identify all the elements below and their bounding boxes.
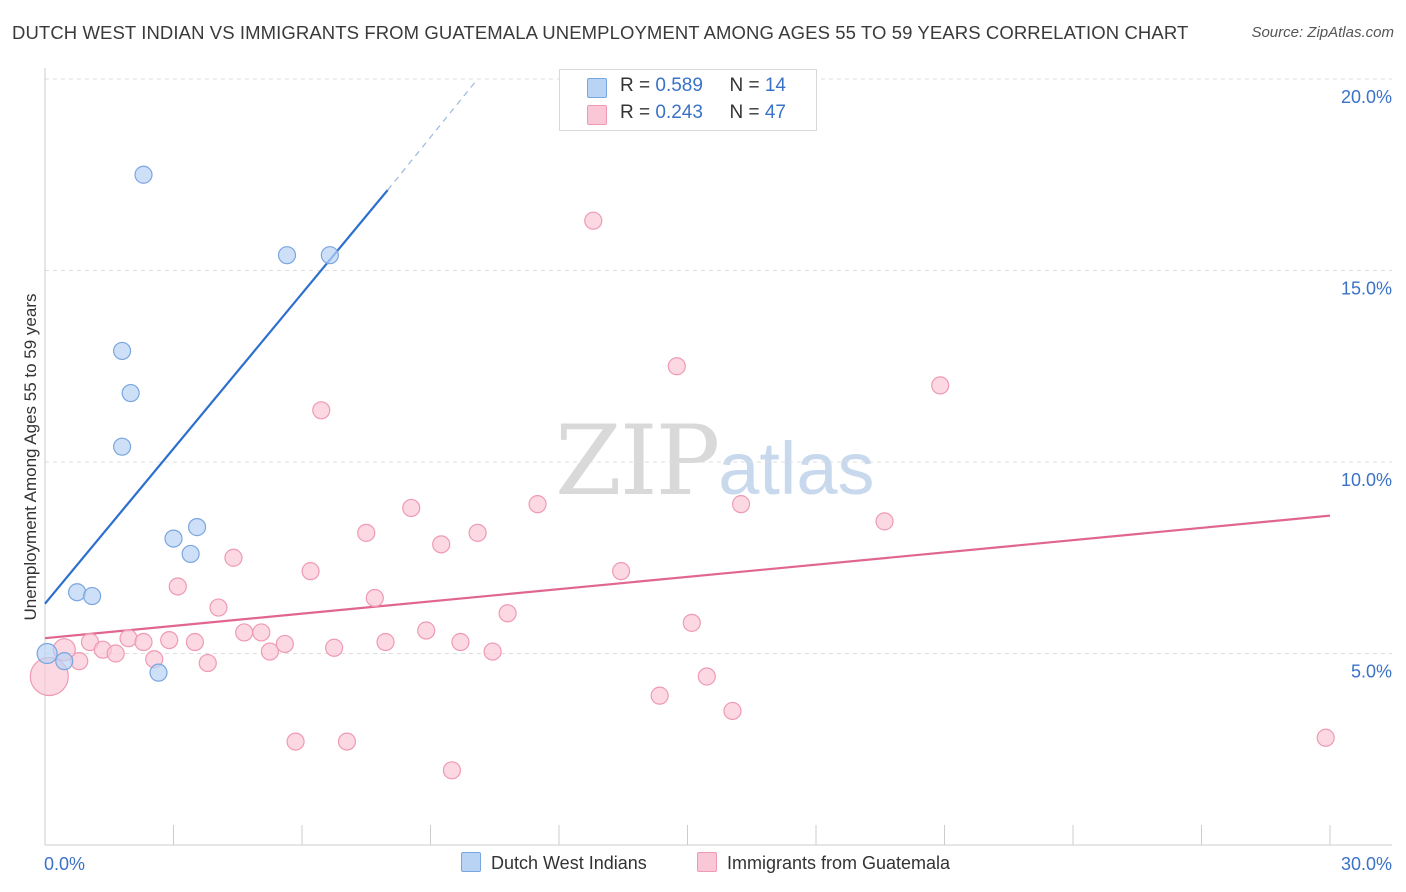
data-point-immigrants-from-guatemala [134, 632, 153, 652]
data-point-immigrants-from-guatemala [417, 621, 436, 640]
r-label: R = [620, 102, 656, 123]
data-point-immigrants-from-guatemala [682, 613, 701, 632]
data-point-dutch-west-indians [134, 165, 153, 184]
pink-swatch [587, 105, 607, 125]
y-tick-label: 10.0% [1341, 470, 1392, 490]
trendline-extension-dutch-west-indians [387, 78, 479, 191]
data-point-dutch-west-indians [121, 383, 140, 403]
data-point-immigrants-from-guatemala [528, 495, 547, 514]
data-points [29, 165, 1335, 780]
axis-labels: 5.0% 10.0% 15.0% 20.0% 0.0% 30.0% Unemployment… [21, 87, 1392, 874]
axes [44, 68, 1392, 846]
data-point-immigrants-from-guatemala [252, 623, 271, 642]
data-point-dutch-west-indians [149, 663, 168, 682]
data-point-immigrants-from-guatemala [402, 498, 421, 518]
data-point-immigrants-from-guatemala [160, 630, 179, 650]
data-point-immigrants-from-guatemala [723, 701, 742, 721]
r-label: R = [620, 75, 656, 96]
n-label: N = [729, 102, 765, 123]
data-point-immigrants-from-guatemala [376, 632, 395, 652]
legend-item-immigrants-from-guatemala: Immigrants from Guatemala [697, 852, 950, 874]
legend-item-dutch-west-indians: Dutch West Indians [461, 852, 647, 874]
data-point-immigrants-from-guatemala [1316, 728, 1335, 747]
data-point-immigrants-from-guatemala [875, 512, 894, 531]
data-point-immigrants-from-guatemala [432, 535, 451, 554]
legend-label: Immigrants from Guatemala [727, 853, 951, 873]
data-point-immigrants-from-guatemala [442, 761, 462, 780]
data-point-immigrants-from-guatemala [168, 577, 187, 596]
trendline-immigrants-from-guatemala [44, 514, 1331, 640]
watermark-zip: ZIP [555, 405, 720, 517]
data-point-immigrants-from-guatemala [185, 632, 205, 652]
data-point-immigrants-from-guatemala [731, 495, 751, 514]
data-point-immigrants-from-guatemala [357, 523, 376, 542]
data-point-immigrants-from-guatemala [209, 598, 228, 617]
data-point-immigrants-from-guatemala [224, 548, 243, 567]
data-point-immigrants-from-guatemala [931, 376, 950, 395]
data-point-dutch-west-indians [55, 652, 74, 671]
data-point-immigrants-from-guatemala [119, 629, 138, 648]
data-point-immigrants-from-guatemala [612, 562, 631, 581]
y-axis-label: Unemployment Among Ages 55 to 59 years [21, 294, 40, 621]
data-point-dutch-west-indians [164, 529, 183, 548]
data-point-dutch-west-indians [112, 437, 132, 456]
y-tick-label: 5.0% [1351, 662, 1392, 682]
data-point-immigrants-from-guatemala [337, 732, 357, 751]
x-tick-label: 0.0% [44, 854, 85, 874]
data-point-dutch-west-indians [187, 518, 207, 537]
r-value: 0.243 [655, 102, 703, 123]
data-point-immigrants-from-guatemala [260, 642, 279, 661]
data-point-immigrants-from-guatemala [451, 632, 470, 652]
legend-label: Dutch West Indians [491, 853, 647, 873]
blue-swatch [587, 78, 607, 98]
data-point-dutch-west-indians [320, 246, 339, 265]
y-tick-label: 15.0% [1341, 279, 1392, 299]
data-point-immigrants-from-guatemala [235, 623, 254, 642]
data-point-immigrants-from-guatemala [301, 562, 320, 581]
data-point-immigrants-from-guatemala [275, 634, 294, 654]
data-point-immigrants-from-guatemala [650, 686, 669, 705]
data-point-dutch-west-indians [83, 586, 102, 606]
n-label: N = [729, 75, 765, 96]
data-point-immigrants-from-guatemala [498, 604, 517, 623]
data-point-dutch-west-indians [112, 341, 132, 361]
data-point-immigrants-from-guatemala [325, 638, 344, 657]
data-point-immigrants-from-guatemala [483, 642, 502, 661]
data-point-dutch-west-indians [36, 642, 58, 665]
correlation-legend: R = 0.589 N = 14 R = 0.243 N = 47 [559, 69, 817, 131]
data-point-dutch-west-indians [181, 544, 200, 564]
data-point-dutch-west-indians [277, 246, 297, 265]
data-point-immigrants-from-guatemala [697, 667, 716, 686]
data-point-immigrants-from-guatemala [106, 644, 125, 663]
data-point-immigrants-from-guatemala [667, 357, 686, 376]
data-point-immigrants-from-guatemala [365, 588, 384, 608]
data-point-immigrants-from-guatemala [286, 732, 305, 751]
n-value: 14 [764, 75, 786, 96]
pink-swatch [697, 852, 717, 872]
data-point-immigrants-from-guatemala [312, 401, 331, 420]
x-tick-label: 30.0% [1341, 854, 1392, 874]
gridlines [45, 78, 1392, 654]
watermark: ZIPatlas [555, 405, 875, 517]
y-tick-label: 20.0% [1341, 87, 1392, 107]
data-point-immigrants-from-guatemala [584, 211, 603, 230]
source-label: Source: ZipAtlas.com [1251, 24, 1394, 41]
n-value: 47 [764, 102, 786, 123]
blue-swatch [461, 852, 481, 872]
chart-title: DUTCH WEST INDIAN VS IMMIGRANTS FROM GUA… [12, 22, 1189, 43]
data-point-immigrants-from-guatemala [468, 523, 487, 542]
data-point-dutch-west-indians [68, 583, 87, 602]
r-value: 0.589 [655, 75, 703, 96]
data-point-immigrants-from-guatemala [198, 653, 217, 673]
